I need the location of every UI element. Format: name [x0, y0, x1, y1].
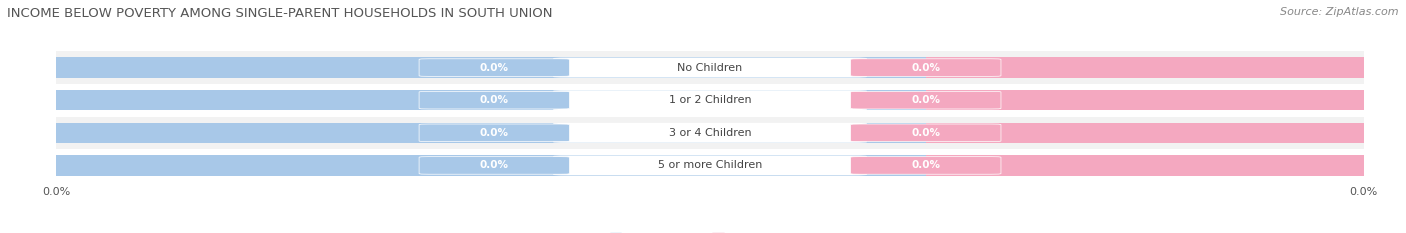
- Text: 0.0%: 0.0%: [911, 128, 941, 138]
- FancyBboxPatch shape: [553, 90, 868, 110]
- FancyBboxPatch shape: [851, 59, 1001, 76]
- FancyBboxPatch shape: [851, 124, 1001, 142]
- Text: 0.0%: 0.0%: [479, 161, 509, 170]
- Bar: [56, 155, 925, 175]
- Text: 0.0%: 0.0%: [479, 63, 509, 72]
- FancyBboxPatch shape: [553, 58, 868, 78]
- Text: 0.0%: 0.0%: [911, 95, 941, 105]
- Text: 0.0%: 0.0%: [911, 161, 941, 170]
- Bar: [56, 123, 925, 143]
- Bar: [56, 149, 1364, 182]
- FancyBboxPatch shape: [419, 91, 569, 109]
- Text: 5 or more Children: 5 or more Children: [658, 161, 762, 170]
- FancyBboxPatch shape: [851, 91, 1001, 109]
- FancyBboxPatch shape: [419, 157, 569, 174]
- Text: INCOME BELOW POVERTY AMONG SINGLE-PARENT HOUSEHOLDS IN SOUTH UNION: INCOME BELOW POVERTY AMONG SINGLE-PARENT…: [7, 7, 553, 20]
- Bar: [56, 51, 1364, 84]
- Bar: [56, 90, 925, 110]
- Legend: Single Father, Single Mother: Single Father, Single Mother: [606, 229, 814, 233]
- Bar: [925, 90, 1364, 110]
- Bar: [925, 123, 1364, 143]
- Text: 0.0%: 0.0%: [479, 128, 509, 138]
- FancyBboxPatch shape: [419, 124, 569, 142]
- Bar: [56, 116, 1364, 149]
- Text: No Children: No Children: [678, 63, 742, 72]
- Bar: [56, 58, 925, 78]
- Bar: [56, 84, 1364, 116]
- FancyBboxPatch shape: [419, 59, 569, 76]
- Text: 3 or 4 Children: 3 or 4 Children: [669, 128, 751, 138]
- Bar: [925, 155, 1364, 175]
- Text: Source: ZipAtlas.com: Source: ZipAtlas.com: [1281, 7, 1399, 17]
- Text: 1 or 2 Children: 1 or 2 Children: [669, 95, 751, 105]
- Bar: [925, 58, 1364, 78]
- FancyBboxPatch shape: [553, 123, 868, 143]
- FancyBboxPatch shape: [553, 155, 868, 175]
- FancyBboxPatch shape: [851, 157, 1001, 174]
- Text: 0.0%: 0.0%: [479, 95, 509, 105]
- Text: 0.0%: 0.0%: [911, 63, 941, 72]
